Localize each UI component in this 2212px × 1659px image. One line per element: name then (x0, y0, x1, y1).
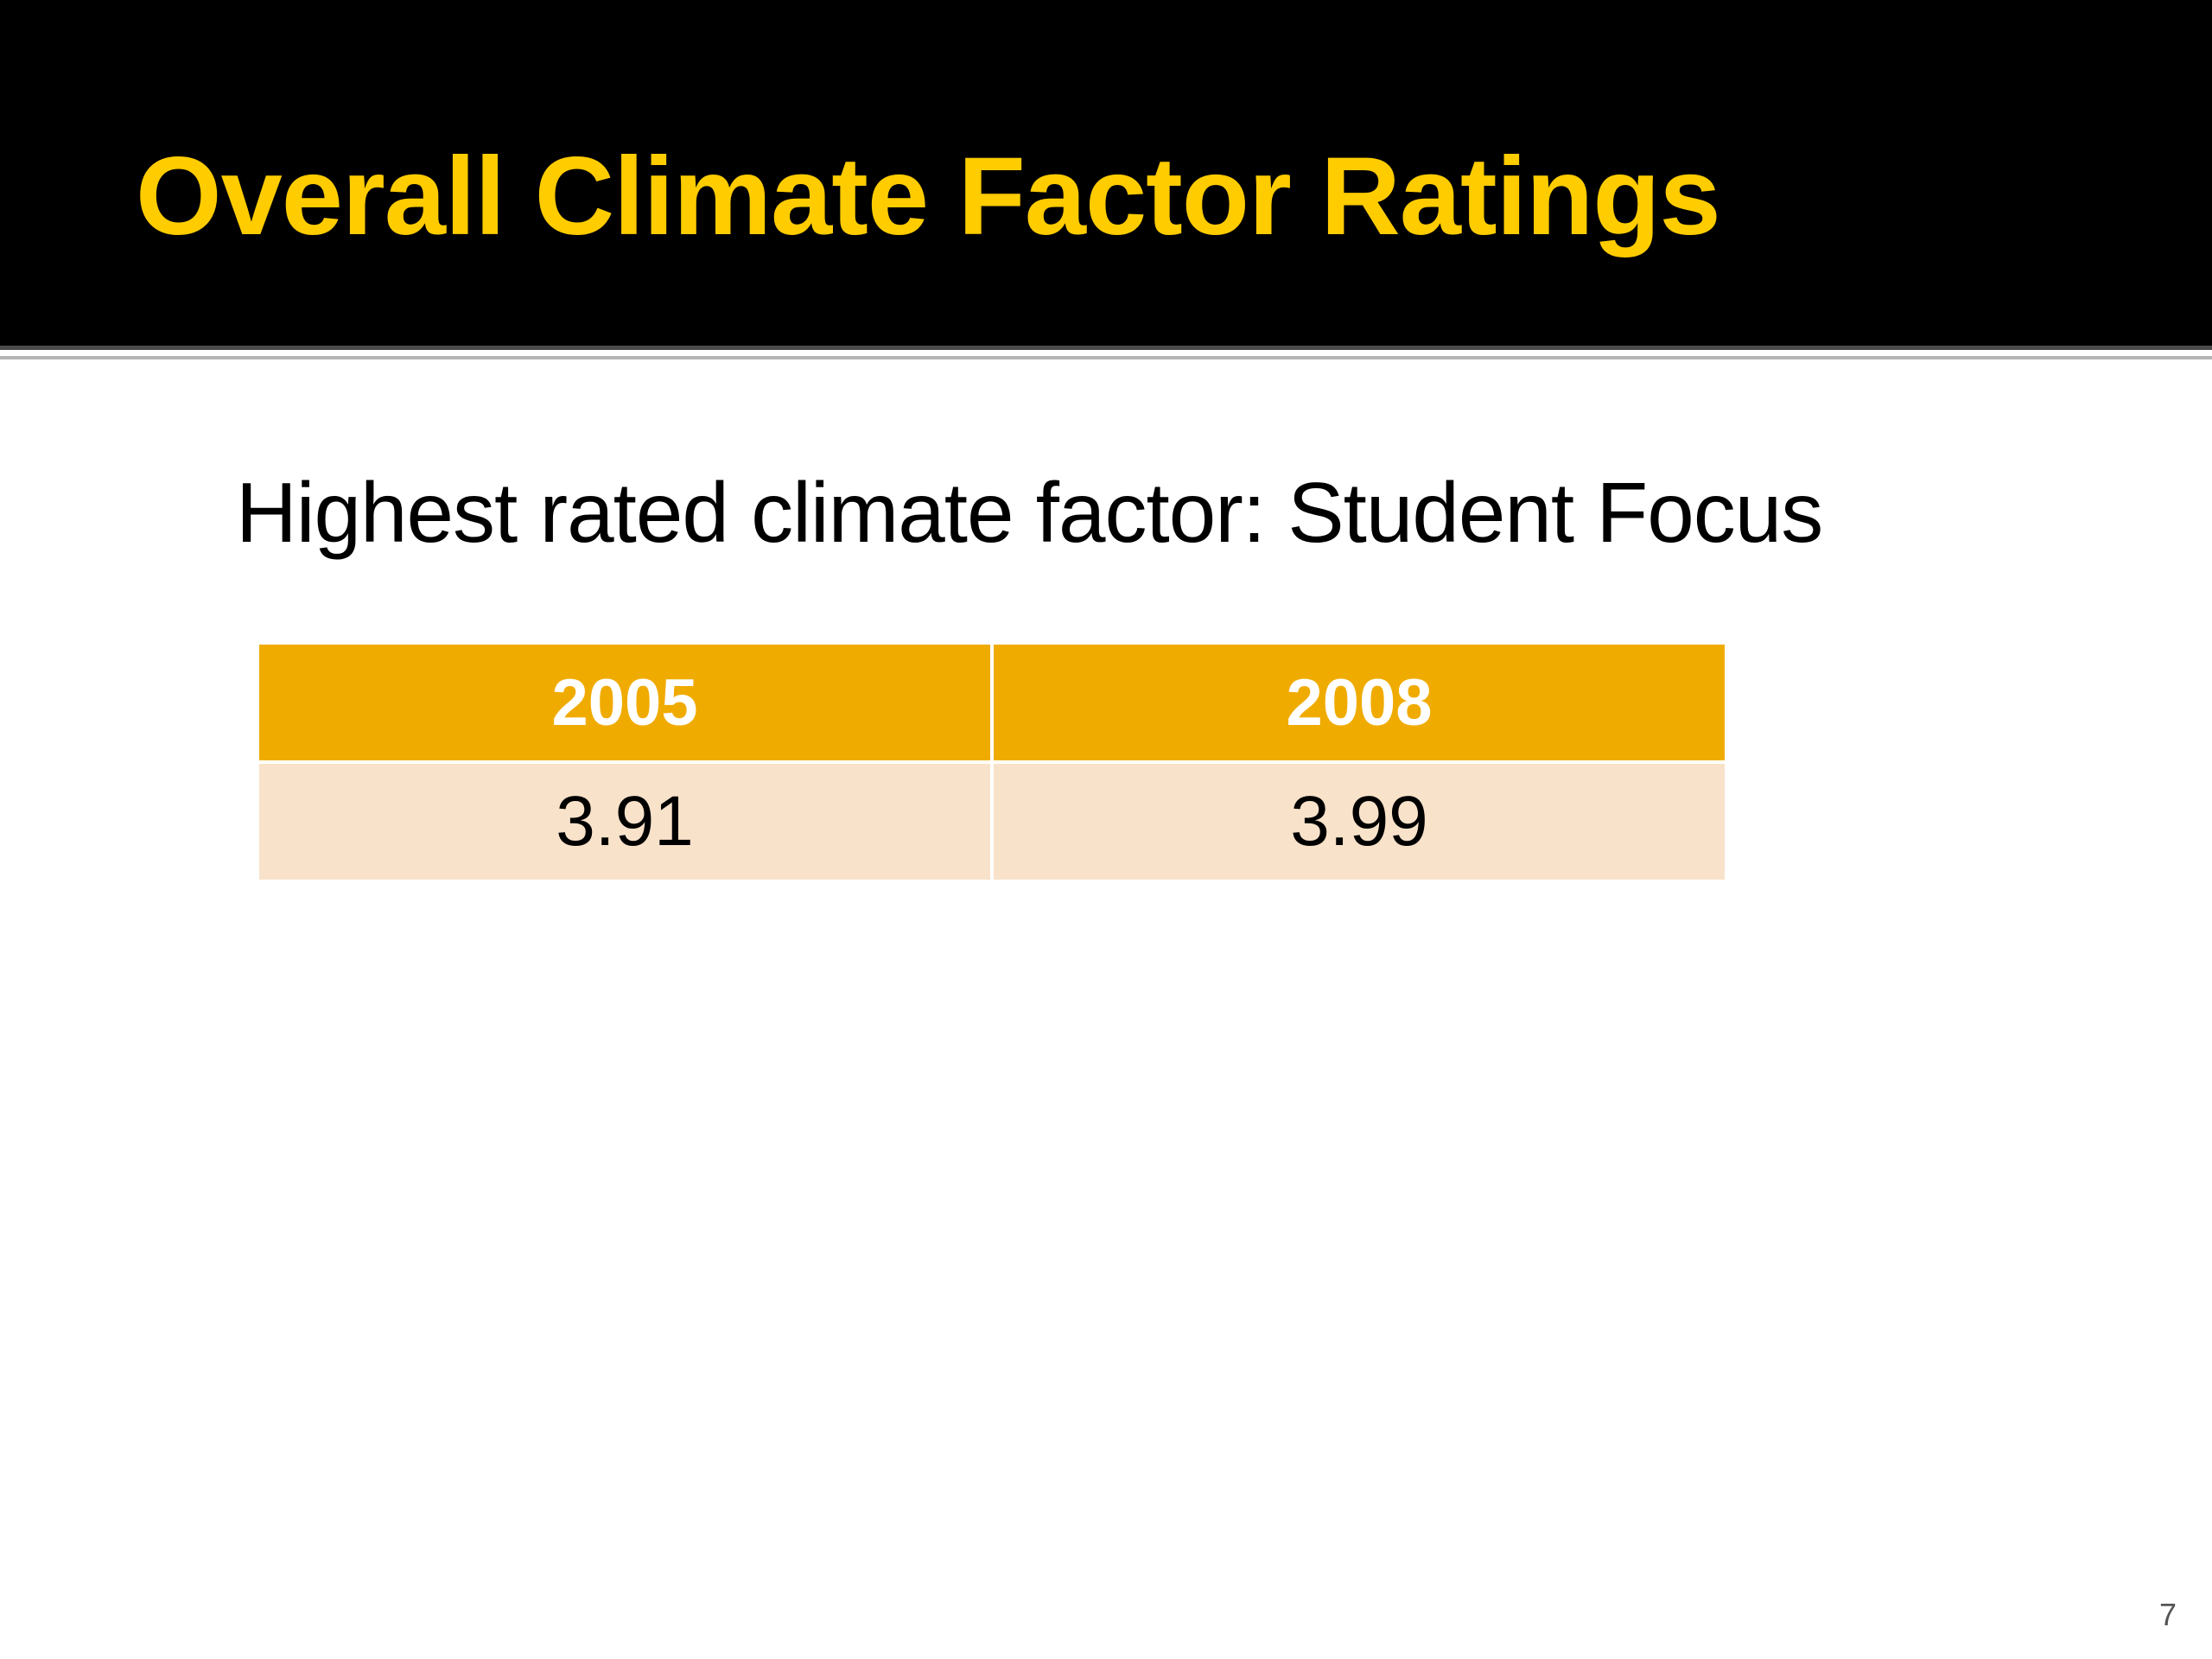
table-row: 3.91 3.99 (259, 764, 1725, 880)
title-bar (0, 0, 2212, 346)
title-divider (0, 346, 2212, 350)
table-cell: 3.91 (259, 764, 990, 880)
table-cell: 3.99 (994, 764, 1725, 880)
title-divider-accent (0, 356, 2212, 359)
table-header-row: 2005 2008 (259, 645, 1725, 760)
page-number: 7 (2158, 1597, 2177, 1632)
slide-subtitle: Highest rated climate factor: Student Fo… (236, 465, 1823, 560)
table-header-cell: 2008 (994, 645, 1725, 760)
ratings-table: 2005 2008 3.91 3.99 (256, 641, 1728, 883)
slide-title: Overall Climate Factor Ratings (136, 135, 1721, 258)
table-header-cell: 2005 (259, 645, 990, 760)
